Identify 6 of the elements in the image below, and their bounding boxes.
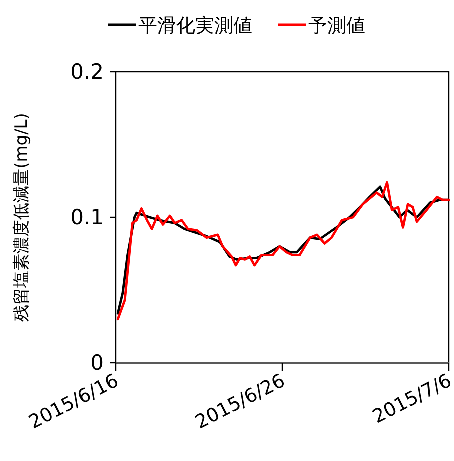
y-tick-label: 0 [90,351,104,375]
y-tick-label: 0.2 [70,60,104,84]
y-tick-label: 0.1 [70,206,104,230]
y-axis-title: 残留塩素濃度低減量(mg/L) [12,113,32,322]
legend-label: 予測値 [308,15,366,37]
legend-label: 平滑化実測値 [138,15,252,37]
